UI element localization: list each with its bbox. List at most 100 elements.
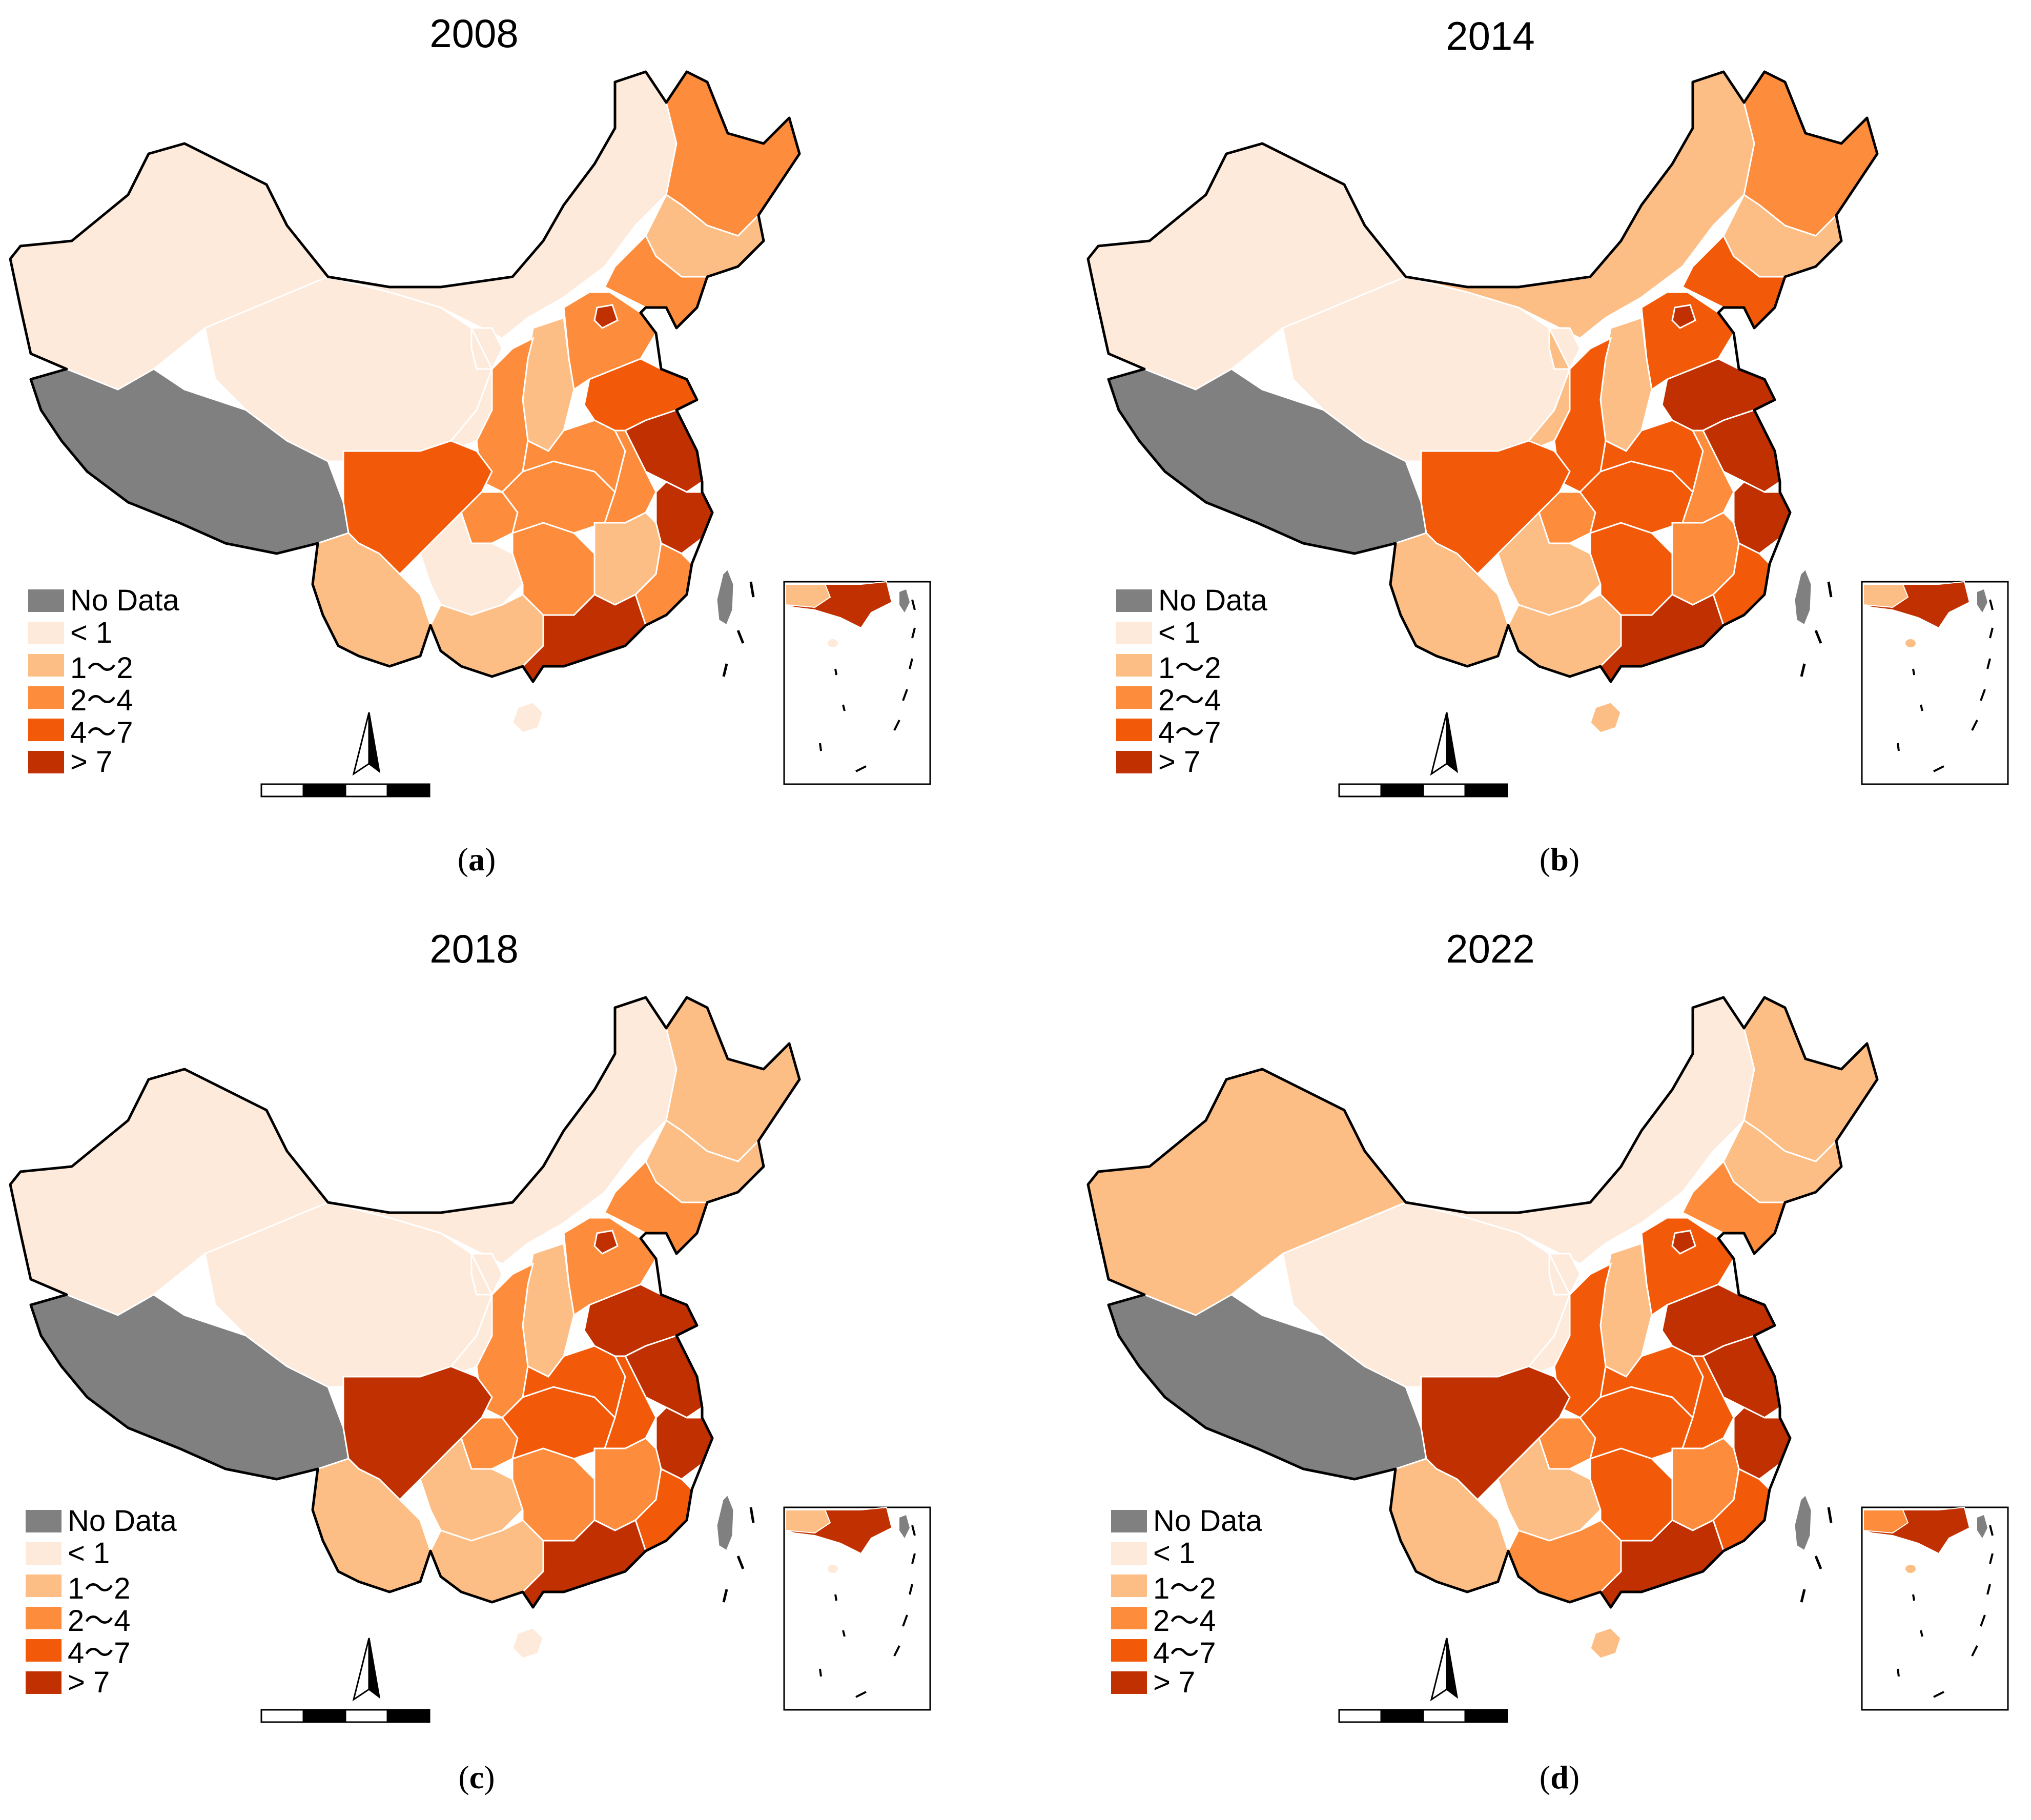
legend-swatch [26, 1606, 61, 1629]
inset-dash [1971, 720, 1978, 731]
province-beijing [593, 1230, 619, 1255]
map-legend: No Data < 1 1～2 2～4 4～7 > 7 [26, 1504, 177, 1699]
inset-dash [819, 743, 822, 751]
legend-item: No Data [1116, 584, 1267, 617]
china-map [1086, 996, 2009, 1723]
national-border [1086, 70, 1879, 683]
legend-item: < 1 [28, 616, 179, 649]
legend-label: 2～4 [1153, 1604, 1216, 1638]
scale-bar-segment [1380, 783, 1424, 797]
north-arrow [1430, 1638, 1459, 1702]
legend-swatch [28, 750, 64, 773]
legend-item: 1～2 [28, 649, 179, 685]
boundary-dash [1827, 1507, 1833, 1523]
map-title: 2008 [429, 11, 519, 56]
north-arrow-left [1430, 1638, 1448, 1702]
scale-bar-segment [1464, 1709, 1508, 1723]
inset-dash [1986, 658, 1991, 669]
inset-dash [1989, 627, 1994, 639]
inset-taiwan [1977, 589, 1987, 612]
province-taiwan [1793, 567, 1813, 627]
inset-hainan [828, 639, 838, 647]
inset-dash [911, 599, 916, 610]
province-beijing [593, 304, 619, 329]
boundary-dash [1800, 1589, 1806, 1603]
legend-swatch [1111, 1639, 1147, 1662]
legend-swatch [28, 589, 64, 612]
province-beijing [1671, 1230, 1696, 1255]
legend-swatch [28, 653, 64, 677]
map-legend: No Data < 1 1～2 2～4 4～7 > 7 [28, 584, 179, 779]
scale-bar [1338, 1709, 1508, 1723]
south-china-sea-inset [783, 1506, 931, 1711]
north-arrow-right [1446, 712, 1459, 773]
legend-swatch [1116, 718, 1152, 741]
boundary-dash [749, 581, 755, 598]
inset-dash [1912, 1594, 1915, 1601]
boundary-dash [722, 663, 728, 677]
map-panel-a: 2008 No Data < 1 1～2 2～4 4～7 > 7 (a) [0, 0, 1015, 910]
legend-item: > 7 [1111, 1666, 1262, 1699]
north-arrow-right [368, 1638, 381, 1699]
scale-bar-segment [344, 1709, 388, 1723]
legend-item: > 7 [26, 1666, 177, 1699]
inset-hainan [1905, 639, 1916, 647]
province-hainan [1589, 701, 1622, 734]
legend-swatch [1111, 1606, 1147, 1629]
inset-dash [902, 1614, 908, 1627]
map-title: 2022 [1446, 926, 1535, 971]
south-china-sea-inset [1861, 1506, 2009, 1711]
legend-label: 2～4 [1158, 683, 1221, 717]
legend-label: No Data [1158, 584, 1267, 617]
scale-bar-segment [386, 783, 430, 797]
legend-item: 2～4 [26, 1602, 177, 1638]
legend-swatch [26, 1542, 61, 1565]
china-map [9, 996, 931, 1723]
scale-bar-segment [1380, 1709, 1424, 1723]
province-gansu [327, 276, 493, 453]
inset-dash [909, 1584, 913, 1595]
legend-swatch [1111, 1542, 1147, 1565]
inset-dash [1933, 1691, 1944, 1698]
inset-dash [893, 720, 900, 731]
legend-label: < 1 [70, 616, 113, 649]
province-hainan [511, 701, 544, 734]
legend-item: 1～2 [1111, 1569, 1262, 1605]
inset-dash [1989, 1525, 1994, 1536]
map-panel-b: 2014 No Data < 1 1～2 2～4 4～7 > 7 (b) [1016, 0, 2031, 910]
legend-item: No Data [1111, 1504, 1262, 1538]
legend-item: 4～7 [26, 1634, 177, 1670]
legend-item: 1～2 [1116, 649, 1267, 685]
north-arrow [352, 712, 381, 776]
boundary-dash [722, 1589, 728, 1603]
map-panel-d: 2022 No Data < 1 1～2 2～4 4～7 > 7 (d) [1016, 910, 2031, 1820]
inset-dash [1971, 1645, 1978, 1657]
legend-label: 4～7 [1153, 1636, 1216, 1670]
province-taiwan [715, 1493, 735, 1552]
scale-bar-segment [386, 1709, 430, 1723]
map-title: 2018 [429, 926, 519, 971]
legend-label: No Data [1153, 1504, 1262, 1538]
scale-bar [1338, 783, 1508, 797]
scale-bar-segment [344, 783, 388, 797]
province-hainan [511, 1627, 544, 1660]
legend-label: 1～2 [1158, 651, 1221, 685]
legend-label: > 7 [1153, 1666, 1196, 1699]
inset-dash [834, 1594, 837, 1601]
boundary-dash [1827, 581, 1833, 598]
inset-dash [834, 668, 837, 676]
inset-dash [1897, 743, 1900, 751]
inset-taiwan [899, 589, 910, 612]
north-arrow-left [352, 712, 370, 776]
legend-swatch [26, 1639, 61, 1662]
boundary-dash [1814, 630, 1822, 644]
north-arrow-right [1446, 1638, 1459, 1699]
inset-dash [911, 1525, 916, 1536]
scale-bar-segment [260, 783, 304, 797]
legend-label: < 1 [1158, 616, 1201, 649]
inset-dash [893, 1645, 900, 1657]
legend-swatch [1116, 589, 1152, 612]
inset-dash [1986, 1584, 1991, 1595]
legend-label: > 7 [70, 745, 113, 779]
scale-bar [260, 783, 430, 797]
